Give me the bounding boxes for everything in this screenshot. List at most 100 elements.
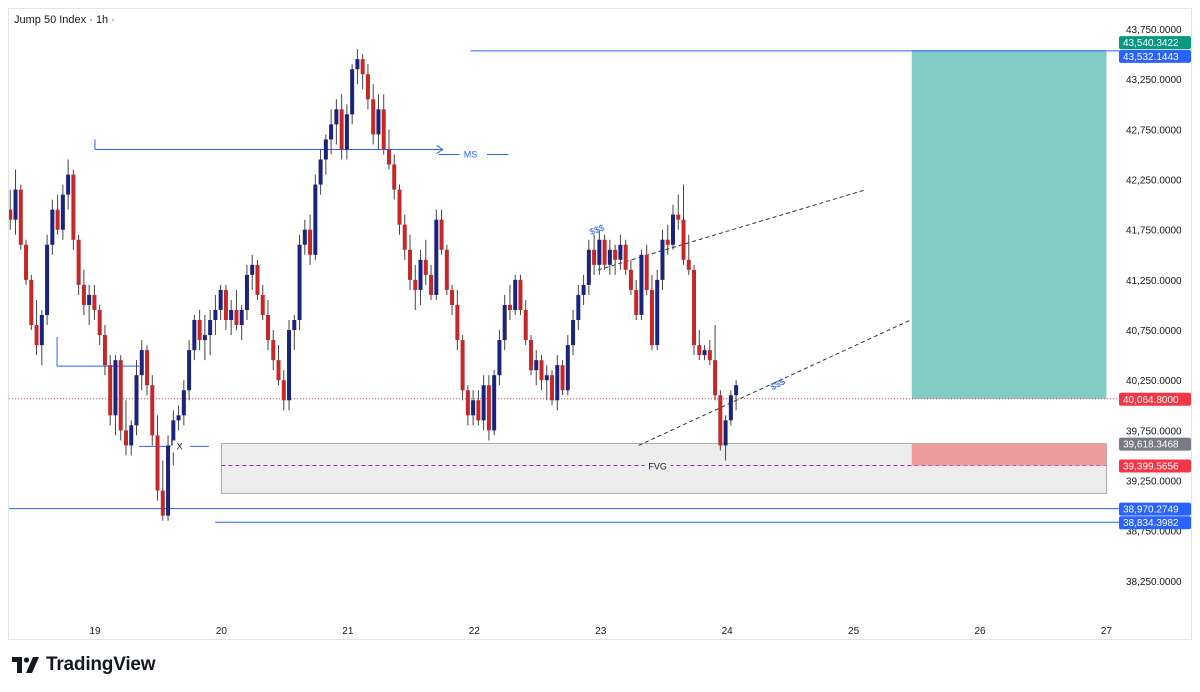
candle-body: [13, 189, 18, 220]
candle-body: [202, 335, 207, 341]
candle-body: [376, 109, 381, 135]
y-tick-label: 38,250.0000: [1126, 577, 1182, 588]
candle-body: [555, 365, 560, 401]
candle-body: [481, 385, 486, 421]
price-label: 38,970.2749: [1123, 505, 1179, 516]
candle-body: [260, 294, 265, 315]
candles-group: [9, 49, 739, 521]
price-label-bg: [1119, 459, 1191, 473]
chart-svg[interactable]: MS X FVG $$$ $$$ 43,750.0000 43,250.0000 42,750…: [9, 9, 1193, 641]
chart-frame[interactable]: MS X FVG $$$ $$$ 43,750.0000 43,250.0000 42,750…: [8, 8, 1192, 640]
candle-body: [76, 239, 81, 285]
annotation-label-2: FVG: [648, 462, 667, 472]
y-tick-label: 38,750.0000: [1126, 527, 1182, 538]
candle-body: [108, 365, 113, 416]
candle-body: [455, 304, 460, 341]
y-tick-label: 39,250.0000: [1126, 477, 1182, 488]
tradingview-logo-icon: [12, 657, 39, 673]
x-tick-label: 21: [342, 626, 354, 637]
candle-body: [639, 254, 644, 315]
candle-body: [150, 385, 155, 436]
candle-body: [239, 309, 244, 326]
label-bg-1: [172, 440, 187, 453]
take-profit-zone: [911, 50, 1107, 399]
candle-body: [397, 189, 402, 225]
candle-body: [618, 244, 623, 260]
symbol-name: Jump 50 Index: [14, 14, 87, 26]
candle-body: [334, 109, 339, 125]
price-label: 39,618.3468: [1123, 440, 1179, 451]
bos-arrow-head: [436, 145, 444, 154]
candle-body: [344, 114, 349, 150]
stop-loss-zone: [911, 443, 1107, 466]
candle-body: [597, 239, 602, 265]
candle-body: [492, 375, 497, 431]
candle-body: [97, 309, 102, 336]
fvg-label-bg: [644, 459, 671, 472]
candle-body: [439, 219, 444, 250]
candle-body: [607, 249, 612, 265]
candle-body: [649, 289, 654, 346]
candle-body: [123, 430, 128, 446]
candle-body: [560, 365, 565, 391]
candle-body: [166, 445, 171, 516]
candle-body: [392, 164, 397, 190]
candle-body: [523, 309, 528, 341]
title-dot: ·: [108, 14, 115, 26]
y-tick-label: 41,750.0000: [1126, 226, 1182, 237]
y-tick-label: 40,250.0000: [1126, 376, 1182, 387]
price-label: 43,540.3422: [1123, 38, 1179, 49]
candle-body: [45, 244, 50, 315]
y-tick-label: 43,750.0000: [1126, 25, 1182, 36]
candle-body: [223, 289, 228, 321]
candle-body: [613, 249, 618, 260]
candle-body: [218, 289, 223, 310]
candle-body: [24, 244, 29, 280]
candle-body: [287, 330, 292, 401]
candle-body: [702, 350, 707, 356]
candle-body: [208, 320, 213, 336]
price-label-bg: [1119, 437, 1191, 451]
candle-body: [292, 320, 297, 331]
candle-body: [518, 279, 523, 310]
candle-body: [644, 254, 649, 290]
candle-body: [713, 360, 718, 396]
y-tick-label: 43,250.0000: [1126, 75, 1182, 86]
candle-body: [365, 74, 370, 100]
candle-body: [670, 214, 675, 245]
candle-body: [323, 139, 328, 160]
candle-body: [381, 109, 386, 150]
candle-body: [134, 375, 139, 426]
tradingview-brand[interactable]: TradingView: [12, 654, 156, 676]
candle-body: [544, 375, 549, 381]
candle-body: [602, 239, 607, 265]
candle-body: [113, 360, 118, 416]
candle-body: [450, 289, 455, 305]
candle-body: [145, 350, 150, 386]
candle-body: [434, 219, 439, 295]
candle-body: [592, 249, 597, 265]
price-label-bg: [1119, 49, 1191, 63]
annotation-label-3: $$$: [588, 222, 606, 237]
candle-body: [628, 269, 633, 290]
y-tick-label: 42,750.0000: [1126, 125, 1182, 136]
candle-body: [234, 309, 239, 326]
candle-body: [55, 209, 60, 230]
price-label-bg: [1119, 392, 1191, 406]
candle-body: [665, 239, 670, 245]
candle-body: [9, 209, 13, 220]
candle-body: [118, 360, 123, 431]
x-tick-label: 26: [974, 626, 986, 637]
candle-body: [244, 274, 249, 310]
candle-body: [197, 320, 202, 341]
x-tick-label: 20: [216, 626, 228, 637]
candle-body: [360, 59, 365, 75]
candle-body: [734, 385, 739, 396]
candle-body: [550, 375, 555, 401]
candle-body: [513, 279, 518, 310]
candle-body: [192, 320, 197, 351]
candle-body: [507, 304, 512, 310]
channel-upper-line: [598, 189, 867, 271]
candle-body: [471, 400, 476, 416]
candle-body: [623, 244, 628, 270]
